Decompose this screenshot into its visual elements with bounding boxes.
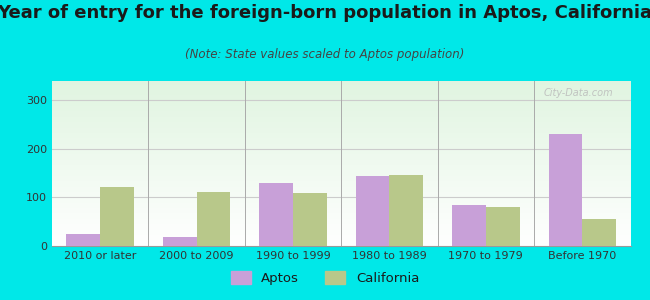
Bar (163, 237, 196, 246)
Bar (582, 219, 616, 246)
Text: City-Data.com: City-Data.com (543, 88, 613, 98)
Bar (486, 207, 519, 246)
Bar (66, 234, 100, 246)
Bar (452, 205, 486, 246)
Bar (293, 193, 327, 246)
Bar (196, 192, 230, 246)
Bar (389, 175, 423, 246)
Bar (259, 183, 293, 246)
Text: (Note: State values scaled to Aptos population): (Note: State values scaled to Aptos popu… (185, 48, 465, 61)
Bar (356, 176, 389, 246)
Bar (549, 134, 582, 246)
Legend: Aptos, California: Aptos, California (226, 266, 424, 290)
Bar (100, 187, 134, 246)
Text: Year of entry for the foreign-born population in Aptos, California: Year of entry for the foreign-born popul… (0, 4, 650, 22)
